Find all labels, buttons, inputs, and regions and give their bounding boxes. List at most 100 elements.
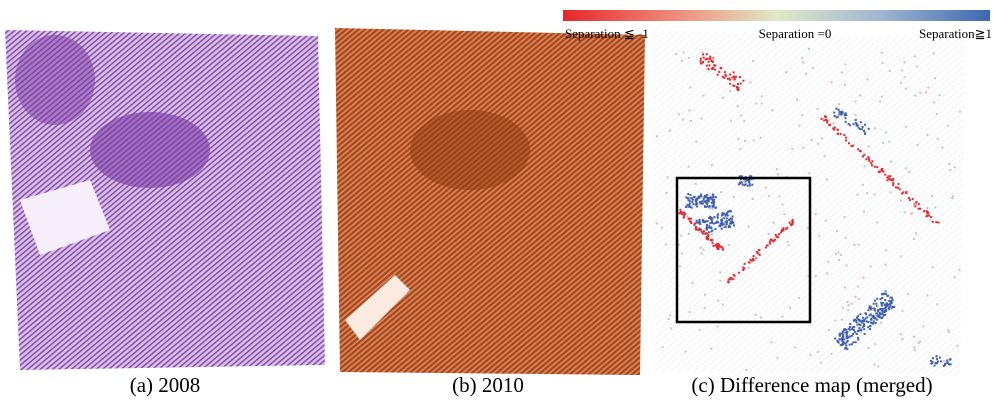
negative-change xyxy=(712,67,714,69)
negative-change xyxy=(719,246,721,248)
noise-point xyxy=(722,304,724,306)
noise-point xyxy=(844,216,846,218)
negative-change xyxy=(695,226,697,228)
noise-point xyxy=(801,57,803,59)
noise-point xyxy=(902,310,904,312)
negative-change xyxy=(732,278,734,280)
positive-change xyxy=(708,225,710,227)
noise-point xyxy=(900,82,902,84)
positive-change xyxy=(702,200,704,202)
negative-change xyxy=(860,150,862,152)
noise-point xyxy=(885,250,887,252)
positive-change xyxy=(747,185,749,187)
noise-point xyxy=(846,265,848,267)
noise-point xyxy=(702,52,704,54)
positive-change xyxy=(869,325,871,327)
positive-change xyxy=(940,360,942,362)
noise-point xyxy=(950,169,952,171)
positive-change xyxy=(884,304,886,306)
positive-change xyxy=(875,313,877,315)
negative-change xyxy=(724,71,726,73)
negative-change xyxy=(707,238,709,240)
negative-change xyxy=(705,58,707,60)
noise-point xyxy=(919,341,921,343)
negative-change xyxy=(758,249,760,251)
positive-change xyxy=(706,203,708,205)
positive-change xyxy=(857,315,859,317)
noise-point xyxy=(881,96,883,98)
noise-point xyxy=(688,233,690,235)
noise-point xyxy=(941,147,943,149)
positive-change xyxy=(700,194,702,196)
positive-change xyxy=(864,124,866,126)
positive-change xyxy=(845,345,847,347)
positive-change xyxy=(864,132,866,134)
noise-point xyxy=(933,52,935,54)
noise-point xyxy=(845,64,847,66)
positive-change xyxy=(726,217,728,219)
positive-change xyxy=(868,307,870,309)
positive-change xyxy=(838,113,840,115)
positive-change xyxy=(856,123,858,125)
noise-point xyxy=(864,165,866,167)
positive-change xyxy=(689,200,691,202)
positive-change xyxy=(853,326,855,328)
noise-point xyxy=(882,142,884,144)
positive-change xyxy=(936,355,938,357)
negative-change xyxy=(778,233,780,235)
positive-change xyxy=(854,331,856,333)
positive-change xyxy=(865,313,867,315)
negative-change xyxy=(826,120,828,122)
caption: (a) 2008 xyxy=(130,373,201,397)
positive-change xyxy=(884,299,886,301)
noise-point xyxy=(670,327,672,329)
positive-change xyxy=(714,216,716,218)
positive-change xyxy=(729,210,731,212)
positive-change xyxy=(696,206,698,208)
negative-change xyxy=(857,148,859,150)
negative-change xyxy=(938,222,940,224)
positive-change xyxy=(726,221,728,223)
noise-point xyxy=(914,349,916,351)
noise-point xyxy=(844,286,846,288)
noise-point xyxy=(870,265,872,267)
noise-point xyxy=(811,139,813,141)
noise-point xyxy=(688,110,690,112)
noise-point xyxy=(914,203,916,205)
negative-change xyxy=(780,231,782,233)
positive-change xyxy=(864,333,866,335)
positive-change xyxy=(749,185,751,187)
noise-point xyxy=(770,341,772,343)
noise-point xyxy=(826,273,828,275)
noise-point xyxy=(733,196,735,198)
negative-change xyxy=(729,83,731,85)
noise-point xyxy=(810,354,812,356)
noise-point xyxy=(907,293,909,295)
positive-change xyxy=(867,321,869,323)
noise-point xyxy=(728,244,730,246)
negative-change xyxy=(722,76,724,78)
positive-change xyxy=(849,335,851,337)
positive-change xyxy=(869,314,871,316)
negative-change xyxy=(722,249,724,251)
noise-point xyxy=(926,134,928,136)
negative-change xyxy=(876,166,878,168)
noise-point xyxy=(867,78,869,80)
negative-change xyxy=(930,216,932,218)
negative-change xyxy=(874,166,876,168)
positive-change xyxy=(708,231,710,233)
negative-change xyxy=(786,227,788,229)
positive-change xyxy=(838,109,840,111)
positive-change xyxy=(751,184,753,186)
positive-change xyxy=(846,332,848,334)
negative-change xyxy=(901,193,903,195)
negative-change xyxy=(700,58,702,60)
negative-change xyxy=(728,78,730,80)
noise-point xyxy=(913,238,915,240)
noise-point xyxy=(826,179,828,181)
positive-change xyxy=(937,361,939,363)
noise-point xyxy=(702,94,704,96)
positive-change xyxy=(699,223,701,225)
positive-change xyxy=(842,332,844,334)
noise-point xyxy=(700,252,702,254)
